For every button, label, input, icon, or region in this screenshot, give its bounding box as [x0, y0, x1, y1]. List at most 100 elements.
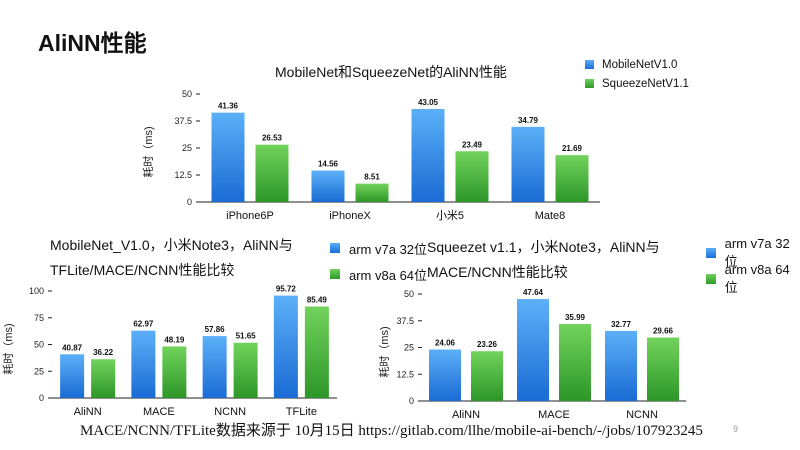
x-tick-label: MACE	[143, 406, 175, 418]
bar-series1	[411, 109, 445, 202]
y-tick-label: 12.5	[174, 170, 192, 180]
y-axis-label: 耗时（ms)	[142, 126, 155, 177]
y-tick-label: 37.5	[174, 116, 192, 126]
bar-series2	[304, 306, 329, 398]
y-tick-label: 0	[409, 396, 414, 406]
y-axis-label: 耗时（ms)	[378, 326, 391, 377]
bar-series2	[91, 359, 116, 398]
bar-series1	[131, 330, 156, 398]
x-tick-label: iPhoneX	[329, 210, 371, 222]
chart3-title: Squeezet v1.1，小米Note3，AliNN与 MACE/NCNN性能…	[427, 235, 697, 285]
bar-series2	[255, 144, 289, 202]
legend-swatch-green	[330, 269, 340, 279]
bar-series2	[647, 337, 679, 401]
x-tick-label: AliNN	[74, 406, 102, 418]
legend-swatch-blue	[585, 60, 594, 69]
y-tick-label: 75	[34, 313, 44, 323]
x-tick-label: NCNN	[626, 409, 658, 421]
x-tick-label: 小米5	[436, 209, 464, 222]
bar-value-label: 35.99	[565, 313, 586, 322]
bar-value-label: 41.36	[218, 102, 239, 111]
y-tick-label: 50	[404, 289, 414, 299]
bar-value-label: 85.49	[307, 296, 328, 305]
bar-value-label: 57.86	[205, 325, 226, 334]
bar-series1	[311, 170, 345, 202]
y-tick-label: 50	[34, 340, 44, 350]
y-axis-label: 耗时（ms)	[2, 323, 15, 374]
legend-swatch-blue	[706, 248, 716, 258]
chart3-legend-label-2: arm v8a 64位	[724, 262, 790, 295]
page-number: 9	[733, 424, 739, 434]
bar-value-label: 24.06	[435, 339, 456, 348]
bar-series1	[202, 336, 227, 398]
footer-source: MACE/NCNN/TFLite数据来源于 10月15日 https://git…	[80, 423, 703, 439]
chart2-group: 0 25 50 75 100 耗时（ms) 40.87 36.22 AliNN 62.97 48.1…	[2, 285, 337, 418]
legend-swatch-green	[585, 79, 594, 88]
bar-series1	[517, 299, 549, 401]
bar-value-label: 21.69	[562, 144, 583, 153]
x-tick-label: MACE	[538, 409, 570, 421]
chart3-legend: arm v7a 32位 arm v8a 64位	[706, 236, 800, 295]
legend-swatch-green	[706, 274, 716, 284]
chart2-legend-label-1: arm v7a 32位	[349, 241, 428, 257]
bar-series2	[455, 151, 489, 202]
x-tick-label: NCNN	[214, 406, 246, 418]
chart2-legend: arm v7a 32位 arm v8a 64位	[330, 235, 427, 287]
chart1-title: MobileNet和SqueezeNet的AliNN性能	[275, 64, 507, 80]
chart3-legend-item-2: arm v8a 64位	[706, 262, 800, 295]
bar-series1	[273, 295, 298, 398]
bar-value-label: 62.97	[133, 320, 154, 329]
bar-value-label: 34.79	[518, 116, 539, 125]
bar-value-label: 40.87	[62, 343, 83, 352]
chart3-legend-item-1: arm v7a 32位	[706, 236, 800, 269]
slide-title: AliNN性能	[38, 30, 147, 56]
chart1-group: 0 12.5 25 37.5 50 耗时（ms) 41.36 26.53 iPhone6P 14.…	[142, 89, 600, 222]
bar-series2	[355, 183, 389, 202]
chart1-legend: MobileNetV1.0 SqueezeNetV1.1	[585, 55, 689, 93]
y-tick-label: 37.5	[396, 316, 414, 326]
chart2-legend-item-1: arm v7a 32位	[330, 235, 427, 261]
bar-value-label: 95.72	[276, 285, 297, 294]
chart1-legend-item-1: MobileNetV1.0	[585, 55, 689, 74]
chart1-legend-label-1: MobileNetV1.0	[602, 58, 678, 71]
y-tick-label: 25	[182, 143, 192, 153]
chart2-title: MobileNet_V1.0，小米Note3，AliNN与 TFLite/MAC…	[50, 233, 350, 283]
bar-value-label: 32.77	[611, 320, 632, 329]
chart3-title-line-2: MACE/NCNN性能比较	[427, 264, 568, 280]
chart3-title-line-1: Squeezet v1.1，小米Note3，AliNN与	[427, 239, 660, 255]
bar-value-label: 51.65	[236, 332, 257, 341]
chart1-legend-item-2: SqueezeNetV1.1	[585, 74, 689, 93]
x-tick-label: Mate8	[535, 210, 566, 222]
y-tick-label: 100	[29, 286, 44, 296]
bar-series2	[555, 155, 589, 202]
chart1-legend-label-2: SqueezeNetV1.1	[602, 77, 689, 90]
bar-series1	[60, 354, 85, 398]
y-tick-label: 25	[404, 343, 414, 353]
bar-series2	[162, 346, 187, 398]
bar-value-label: 47.64	[523, 288, 544, 297]
chart2-title-line-1: MobileNet_V1.0，小米Note3，AliNN与	[50, 237, 293, 253]
bar-value-label: 23.49	[462, 140, 483, 149]
chart3-legend-label-1: arm v7a 32位	[724, 236, 790, 269]
y-tick-label: 50	[182, 89, 192, 99]
chart3-group: 0 12.5 25 37.5 50 耗时（ms) 24.06 23.26 AliNN 47.64 3…	[378, 288, 686, 421]
bar-value-label: 26.53	[262, 134, 283, 143]
bar-series2	[559, 323, 591, 401]
chart2-legend-item-2: arm v8a 64位	[330, 261, 427, 287]
bar-series1	[429, 349, 461, 401]
bar-value-label: 14.56	[318, 160, 339, 169]
bar-value-label: 29.66	[653, 327, 674, 336]
x-tick-label: TFLite	[286, 406, 317, 418]
bar-value-label: 36.22	[93, 348, 114, 357]
y-tick-label: 25	[34, 366, 44, 376]
y-tick-label: 12.5	[396, 369, 414, 379]
y-tick-label: 0	[187, 197, 192, 207]
x-tick-label: AliNN	[452, 409, 480, 421]
bar-value-label: 48.19	[164, 335, 185, 344]
bar-value-label: 23.26	[477, 340, 498, 349]
bar-series2	[233, 342, 258, 398]
chart2-title-line-2: TFLite/MACE/NCNN性能比较	[50, 262, 235, 278]
bar-series2	[471, 351, 503, 401]
bar-series1	[511, 126, 545, 202]
